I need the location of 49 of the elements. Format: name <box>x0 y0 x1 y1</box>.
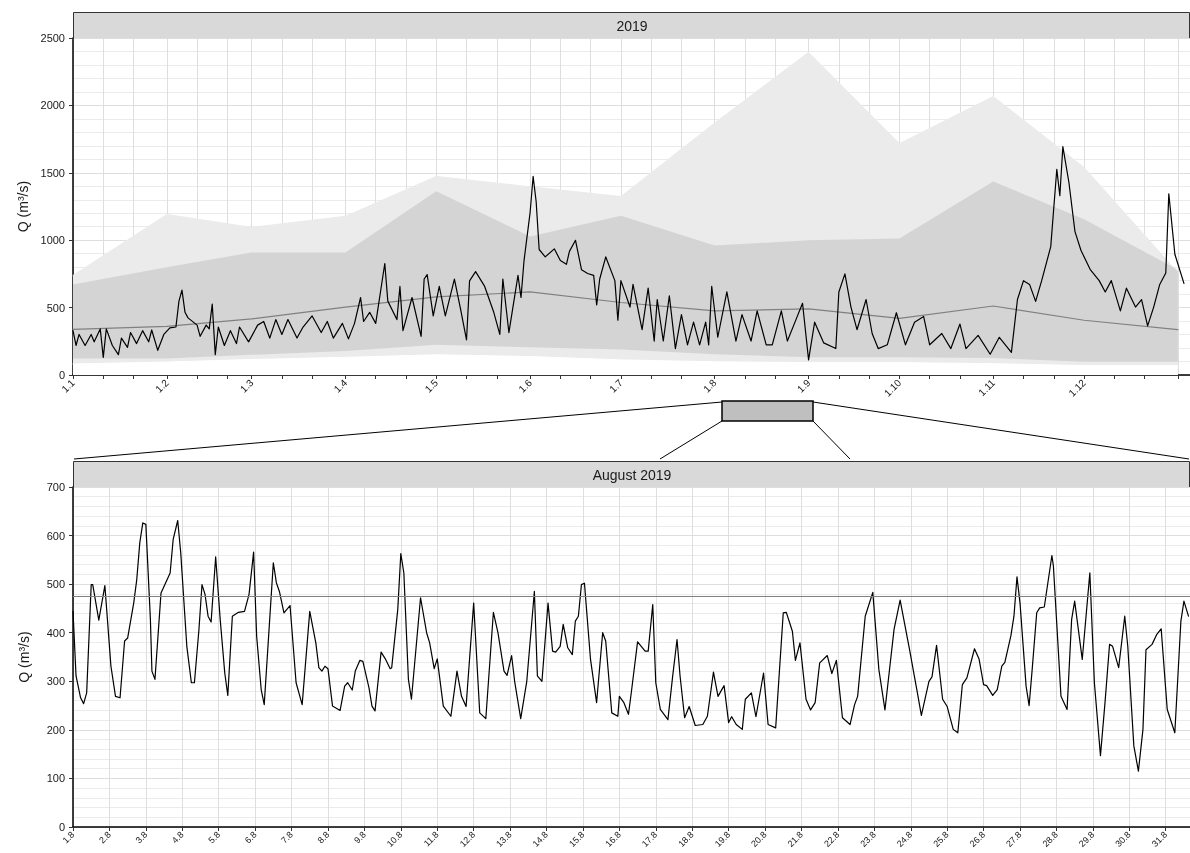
y-axis-title: Q (m³/s) <box>16 631 32 683</box>
x-tick-label: 1.5 <box>422 376 441 395</box>
x-tick-label: 1.12 <box>1066 376 1089 399</box>
x-tick-label: 1.8 <box>701 376 719 395</box>
x-tick-label: 6.8 <box>242 829 259 846</box>
x-tick-label: 31.8 <box>1149 829 1170 849</box>
x-tick-label: 7.8 <box>279 829 296 846</box>
x-tick-label: 19.8 <box>712 829 733 849</box>
x-tick-label: 15.8 <box>567 829 587 849</box>
y-tick-label: 600 <box>46 529 65 542</box>
x-tick-label: 11.8 <box>421 829 441 849</box>
y-tick-label: 0 <box>58 369 65 381</box>
x-tick-label: 1.11 <box>976 376 998 399</box>
y-axis-title: Q (m³/s) <box>14 180 31 233</box>
y-tick-label: 700 <box>46 481 65 493</box>
x-tick-label: 10.8 <box>384 829 405 849</box>
x-tick-label: 12.8 <box>457 829 478 849</box>
x-tick-label: 1.6 <box>516 376 535 395</box>
x-tick-label: 5.8 <box>206 829 223 846</box>
x-tick-label: 9.8 <box>352 829 368 846</box>
x-tick-label: 4.8 <box>169 829 186 846</box>
x-tick-label: 17.8 <box>639 829 660 849</box>
x-tick-label: 1.10 <box>881 376 904 399</box>
y-tick-label: 500 <box>46 301 65 314</box>
x-tick-label: 1.7 <box>607 376 626 395</box>
y-tick-label: 400 <box>46 626 65 639</box>
x-tick-label: 1.3 <box>237 376 256 395</box>
x-tick-label: 24.8 <box>894 829 915 849</box>
x-tick-label: 1.2 <box>153 376 172 395</box>
y-tick-label: 200 <box>46 723 65 736</box>
x-tick-label: 2.8 <box>97 829 113 846</box>
x-tick-label: 8.8 <box>315 829 332 846</box>
y-tick-label: 2500 <box>40 32 65 44</box>
x-tick-label: 26.8 <box>967 829 988 849</box>
y-tick-label: 2000 <box>40 99 65 112</box>
x-tick-label: 1.4 <box>331 376 350 395</box>
y-tick-label: 500 <box>46 578 65 591</box>
y-tick-label: 1500 <box>40 166 65 179</box>
y-tick-label: 0 <box>58 821 65 833</box>
x-tick-label: 3.8 <box>133 829 150 846</box>
y-tick-label: 300 <box>46 675 65 688</box>
chart-title: 2019 <box>616 17 648 34</box>
y-tick-label: 100 <box>46 772 65 785</box>
x-tick-label: 1.9 <box>794 376 813 395</box>
x-tick-label: 29.8 <box>1076 829 1097 849</box>
x-tick-label: 27.8 <box>1004 829 1024 849</box>
chart-title: August 2019 <box>592 466 672 483</box>
x-tick-label: 22.8 <box>821 829 842 849</box>
y-tick-label: 1000 <box>40 234 65 247</box>
